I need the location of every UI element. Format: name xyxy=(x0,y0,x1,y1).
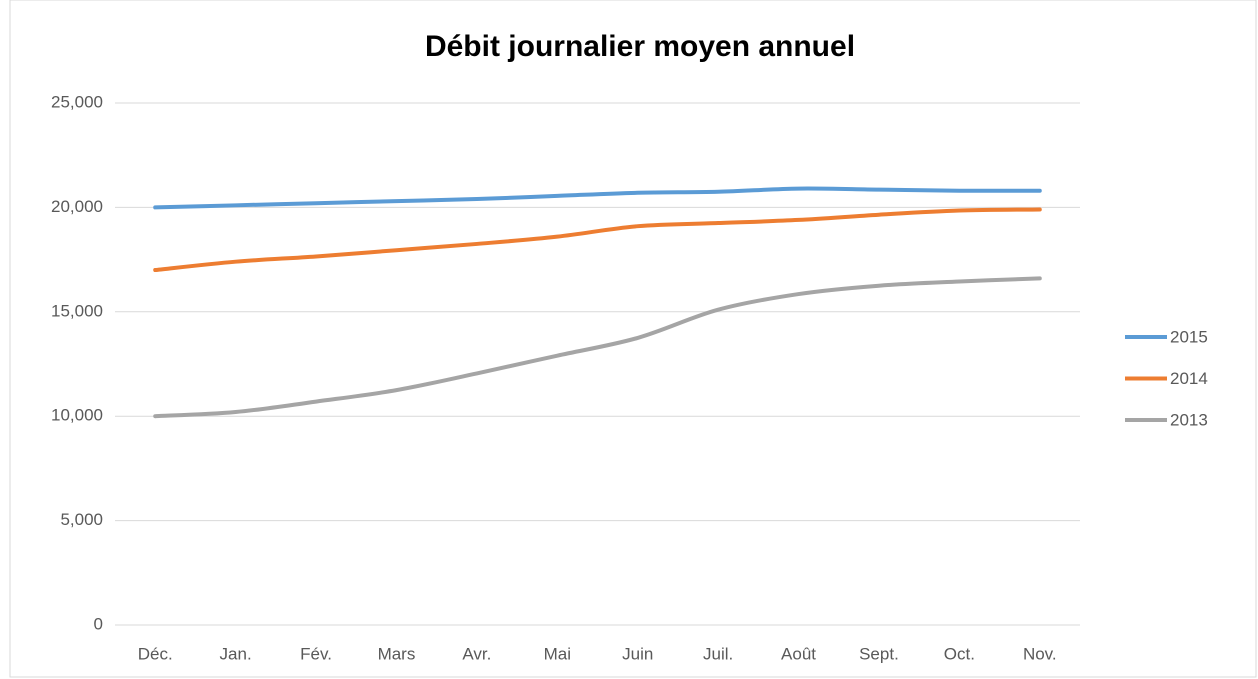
y-tick-label: 5,000 xyxy=(60,510,103,529)
legend-label: 2013 xyxy=(1170,410,1208,429)
y-tick-label: 0 xyxy=(94,614,103,633)
y-tick-label: 20,000 xyxy=(51,197,103,216)
x-tick-label: Jan. xyxy=(220,644,252,663)
x-tick-label: Déc. xyxy=(138,644,173,663)
y-tick-label: 15,000 xyxy=(51,301,103,320)
chart-title: Débit journalier moyen annuel xyxy=(425,30,855,63)
x-tick-label: Mars xyxy=(378,644,416,663)
x-tick-label: Nov. xyxy=(1023,644,1057,663)
x-tick-label: Août xyxy=(781,644,816,663)
x-tick-label: Oct. xyxy=(944,644,975,663)
x-tick-label: Fév. xyxy=(300,644,332,663)
line-series xyxy=(153,207,1042,273)
line-series xyxy=(153,186,1042,210)
x-tick-label: Mai xyxy=(544,644,571,663)
x-tick-label: Juil. xyxy=(703,644,733,663)
legend-label: 2014 xyxy=(1170,369,1208,388)
x-tick-label: Avr. xyxy=(462,644,491,663)
y-tick-label: 25,000 xyxy=(51,92,103,111)
line-series xyxy=(153,276,1042,419)
x-tick-label: Sept. xyxy=(859,644,899,663)
y-tick-label: 10,000 xyxy=(51,406,103,425)
x-tick-label: Juin xyxy=(622,644,653,663)
legend-label: 2015 xyxy=(1170,327,1208,346)
